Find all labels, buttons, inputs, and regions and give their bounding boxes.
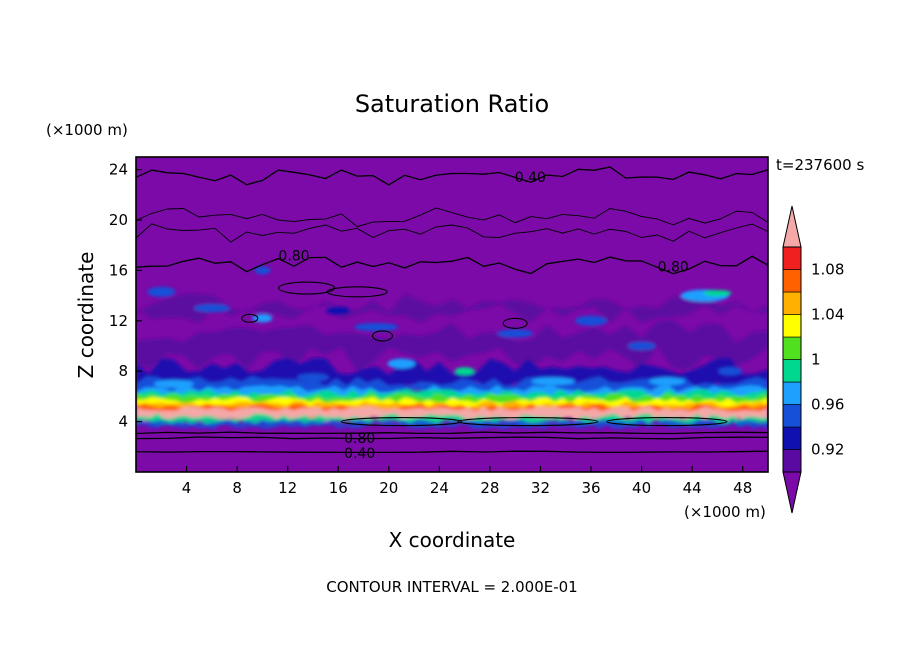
contour-line: [136, 450, 768, 454]
colorbar-swatch: [782, 359, 802, 383]
colorbar-swatch: [782, 291, 802, 315]
contour-labels: 0.400.800.800.800.40: [278, 170, 688, 462]
field-band: [136, 320, 768, 371]
y-axis-title: Z coordinate: [74, 252, 98, 379]
contour-label: 0.80: [658, 260, 689, 276]
x-axis-title: X coordinate: [389, 528, 516, 552]
contour-line: [136, 431, 768, 435]
colorbar-swatch: [782, 246, 802, 270]
colorbar-swatch: [782, 381, 802, 405]
x-tick-label: 32: [531, 479, 550, 497]
contour-loop: [606, 417, 728, 427]
x-tick-label: 48: [733, 479, 752, 497]
field-patch: [254, 266, 271, 275]
colorbar-swatch: [782, 449, 802, 473]
field-patch: [193, 304, 230, 313]
contour-loop: [241, 313, 259, 323]
y-tick-label: 12: [109, 312, 128, 330]
contour-lines: [136, 166, 768, 454]
plot-area: 0.400.800.800.800.40: [136, 157, 768, 472]
field-patch: [147, 286, 176, 297]
field-patch: [454, 367, 475, 376]
x-tick-label: 40: [632, 479, 651, 497]
x-tick-label: 12: [278, 479, 297, 497]
x-tick-label: 24: [430, 479, 449, 497]
contour-label: 0.40: [515, 170, 546, 186]
contour-loop: [457, 417, 599, 427]
x-tick-label: 36: [581, 479, 600, 497]
colorbar-label: 0.96: [811, 396, 844, 414]
y-axis-unit: (×1000 m): [46, 121, 128, 139]
contour-line: [136, 223, 768, 243]
contour-line: [136, 436, 768, 440]
contour-label: 0.80: [344, 431, 375, 447]
contour-loop: [326, 286, 388, 298]
field-patch: [648, 377, 685, 386]
field-patch: [354, 323, 399, 332]
colorbar-swatch: [782, 404, 802, 428]
contour-interval-note: CONTOUR INTERVAL = 2.000E-01: [326, 578, 577, 596]
colorbar: 0.92 0.96 1 1.04 1.08: [782, 205, 844, 514]
field-band: [136, 293, 768, 323]
y-tick-label: 8: [118, 362, 128, 380]
x-tick-label: 44: [683, 479, 702, 497]
y-tick-label: 4: [118, 413, 128, 431]
contour-label: 0.80: [278, 248, 309, 264]
x-tick-label: 4: [182, 479, 192, 497]
colorbar-swatch: [782, 336, 802, 360]
colorbar-label: 1.04: [811, 306, 844, 324]
field-patch: [703, 290, 732, 297]
plot-frame: [135, 156, 769, 473]
field-patch: [627, 342, 656, 350]
x-tick-label: 16: [329, 479, 348, 497]
field-patch: [326, 306, 351, 315]
field-patch: [497, 329, 534, 338]
field-band: [136, 376, 768, 398]
contour-loop: [371, 330, 394, 342]
colorbar-swatch: [782, 426, 802, 450]
x-tick-label: 28: [480, 479, 499, 497]
colorbar-under-arrow: [782, 471, 802, 514]
y-axis: 4 8 12 16 20 24: [109, 161, 142, 431]
time-label: t=237600 s: [776, 156, 864, 174]
field-patch: [718, 367, 743, 376]
contour-line: [136, 207, 768, 228]
contour-loop: [340, 417, 462, 427]
field-patch: [387, 358, 416, 369]
x-axis-unit: (×1000 m): [684, 503, 766, 521]
field-patch: [575, 315, 608, 326]
colorbar-label: 0.92: [811, 441, 844, 459]
contour-line: [136, 166, 768, 186]
x-tick-label: 20: [379, 479, 398, 497]
contour-loop: [502, 317, 528, 329]
x-tick-label: 8: [232, 479, 242, 497]
colorbar-label: 1: [811, 351, 821, 369]
y-tick-label: 24: [109, 161, 128, 179]
colorbar-frame: [782, 246, 802, 473]
contour-label: 0.40: [344, 446, 375, 462]
field-patch: [531, 377, 576, 386]
x-axis: 4 8 12 16 20 24 28 32 36 40 44 48: [182, 466, 752, 497]
colorbar-swatch: [782, 269, 802, 293]
colorbar-over-arrow: [782, 205, 802, 248]
colorbar-swatch: [782, 314, 802, 338]
contour-line: [136, 255, 768, 275]
field-patch: [296, 373, 329, 382]
chart-title: Saturation Ratio: [355, 90, 549, 118]
y-tick-label: 16: [109, 261, 128, 279]
y-tick-label: 20: [109, 211, 128, 229]
field-patch: [153, 379, 194, 388]
colorbar-label: 1.08: [811, 261, 844, 279]
